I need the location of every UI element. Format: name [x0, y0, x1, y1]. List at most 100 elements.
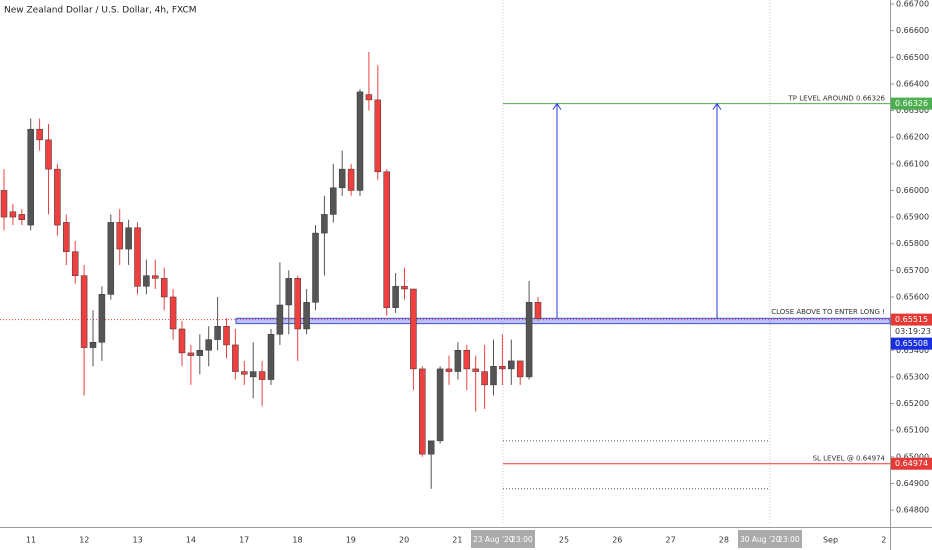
tp-price-text: 0.66326: [895, 99, 928, 108]
level-label: CLOSE ABOVE TO ENTER LONG !: [771, 308, 885, 316]
x-tick-label: 13: [133, 536, 143, 545]
candle-body: [267, 334, 275, 380]
candle-body: [321, 214, 328, 234]
countdown-text: 03:19:23: [895, 327, 931, 336]
x-tick-label: 18: [292, 536, 302, 545]
candle-body: [490, 365, 497, 386]
date-marker-time: 23:00: [778, 535, 800, 544]
candle-body: [89, 342, 97, 348]
x-tick-label: 14: [186, 536, 196, 545]
candle-body: [27, 128, 34, 226]
candle-body: [258, 371, 266, 380]
candle-body: [534, 302, 542, 319]
candle-body: [276, 304, 284, 335]
y-tick-label: 0.65300: [896, 372, 929, 381]
x-tick-label: 12: [79, 536, 89, 545]
candle-body: [107, 222, 115, 295]
date-marker-box: [738, 530, 802, 548]
candle-body: [54, 168, 61, 226]
candle-body: [134, 227, 141, 287]
candle-body: [143, 275, 150, 287]
x-tick-label: 19: [346, 536, 356, 545]
date-marker-box: [471, 530, 535, 548]
candle-body: [374, 99, 382, 173]
entry-price-text: 0.65508: [895, 339, 928, 348]
candle-body: [241, 371, 248, 375]
candle-body: [169, 296, 177, 330]
candle-body: [294, 278, 301, 330]
candle-body: [392, 286, 399, 308]
entry-price-box: [891, 337, 932, 350]
candle-body: [249, 371, 257, 378]
date-marker-time: 23:00: [511, 535, 533, 544]
y-tick-label: 0.65600: [896, 292, 929, 301]
tp-price-box: [891, 97, 932, 110]
y-tick-label: 0.65400: [896, 346, 929, 355]
y-tick-label: 0.65100: [896, 426, 929, 435]
y-tick-label: 0.66700: [896, 0, 929, 8]
candle-body: [312, 232, 319, 303]
x-tick-label: 27: [666, 536, 676, 545]
candle-body: [508, 360, 515, 370]
x-tick-label: 11: [26, 536, 36, 545]
candle-body: [63, 222, 70, 252]
candle-body: [196, 350, 204, 356]
y-tick-label: 0.66400: [896, 79, 929, 88]
candle-body: [214, 326, 221, 340]
x-tick-label: 26: [612, 536, 622, 545]
candle-body: [445, 368, 453, 372]
arrow-head: [552, 102, 562, 110]
candle-body: [454, 350, 462, 372]
candle-body: [160, 278, 168, 298]
y-tick-label: 0.66600: [896, 26, 929, 35]
y-tick-label: 0.66300: [896, 106, 929, 115]
x-tick-label: 17: [239, 536, 249, 545]
candle-body: [499, 365, 506, 370]
candle-body: [223, 326, 230, 346]
candle-body: [80, 275, 88, 348]
current-price-text: 0.65515: [895, 315, 928, 324]
chart-title: New Zealand Dollar / U.S. Dollar, 4h, FX…: [4, 6, 197, 16]
candle-body: [525, 302, 533, 378]
candle-body: [152, 275, 159, 279]
level-label: TP LEVEL AROUND 0.66326: [788, 95, 886, 103]
x-tick-label: 25: [559, 536, 569, 545]
x-tick-label: 2: [881, 536, 886, 545]
candle-body: [338, 168, 346, 189]
x-tick-label: 28: [719, 536, 729, 545]
level-label: SL LEVEL @ 0.64974: [813, 455, 886, 463]
candle-body: [116, 222, 123, 250]
y-tick-label: 0.66100: [896, 159, 929, 168]
y-tick-label: 0.65200: [896, 399, 929, 408]
x-tick-label: 20: [399, 536, 409, 545]
sl-price-box: [891, 457, 932, 470]
candle-body: [427, 440, 435, 455]
candle-body: [36, 128, 43, 141]
candle-body: [205, 339, 212, 351]
candle-body: [98, 294, 106, 343]
candle-body: [463, 350, 471, 370]
candle-body: [356, 91, 364, 191]
candle-body: [303, 302, 310, 330]
countdown-box: [891, 325, 932, 337]
entry-zone: [235, 317, 891, 325]
candle-body: [125, 227, 132, 250]
y-tick-label: 0.65900: [896, 213, 929, 222]
candle-body: [18, 214, 26, 220]
y-tick-label: 0.65700: [896, 266, 929, 275]
y-tick-label: 0.66000: [896, 186, 929, 195]
candle-body: [410, 288, 417, 370]
current-price-box: [891, 313, 932, 326]
sl-price-text: 0.64974: [895, 459, 928, 468]
candle-body: [71, 251, 79, 276]
candle-body: [419, 368, 426, 455]
candle-body: [330, 187, 337, 215]
candle-body: [178, 328, 186, 354]
candle-body: [45, 139, 52, 170]
y-tick-label: 0.66500: [896, 53, 929, 62]
arrow-head: [712, 102, 722, 110]
candle-body: [481, 371, 488, 386]
candle-body: [0, 190, 8, 218]
candle-body: [383, 171, 390, 308]
